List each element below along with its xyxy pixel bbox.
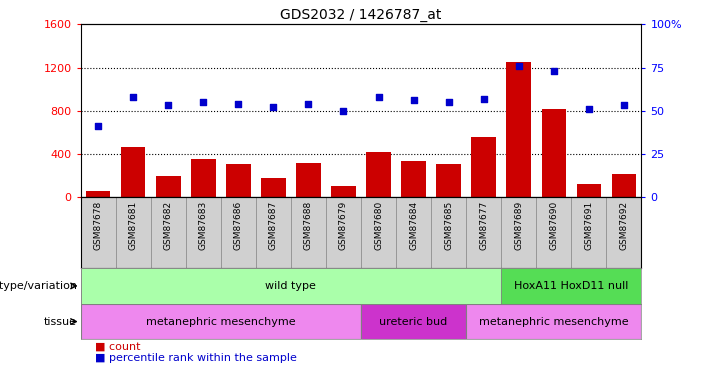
Text: GSM87682: GSM87682 — [164, 200, 172, 250]
Bar — [156, 176, 181, 197]
Point — [268, 104, 279, 110]
Bar — [612, 174, 637, 197]
Bar — [436, 164, 461, 197]
Text: HoxA11 HoxD11 null: HoxA11 HoxD11 null — [514, 281, 629, 291]
Bar — [226, 164, 251, 197]
Point — [233, 101, 244, 107]
Bar — [332, 186, 356, 197]
Bar — [361, 304, 466, 339]
Text: GSM87680: GSM87680 — [374, 200, 383, 250]
Text: GSM87692: GSM87692 — [620, 200, 628, 250]
Bar — [81, 268, 501, 304]
Bar — [261, 178, 286, 197]
Text: GSM87679: GSM87679 — [339, 200, 348, 250]
Point — [513, 63, 524, 69]
Text: genotype/variation: genotype/variation — [0, 281, 77, 291]
Bar — [501, 268, 641, 304]
Point — [338, 108, 349, 114]
Bar — [466, 304, 641, 339]
Title: GDS2032 / 1426787_at: GDS2032 / 1426787_at — [280, 8, 442, 22]
Point — [443, 99, 454, 105]
Text: wild type: wild type — [266, 281, 316, 291]
Bar — [191, 159, 216, 197]
Text: metanephric mesenchyme: metanephric mesenchyme — [479, 316, 629, 327]
Text: GSM87688: GSM87688 — [304, 200, 313, 250]
Text: GSM87684: GSM87684 — [409, 200, 418, 250]
Text: GSM87691: GSM87691 — [585, 200, 593, 250]
Bar — [402, 161, 426, 197]
Text: GSM87678: GSM87678 — [94, 200, 102, 250]
Bar — [86, 191, 111, 197]
Text: GSM87683: GSM87683 — [199, 200, 207, 250]
Text: tissue: tissue — [44, 316, 77, 327]
Text: GSM87677: GSM87677 — [479, 200, 488, 250]
Text: metanephric mesenchyme: metanephric mesenchyme — [146, 316, 296, 327]
Bar — [81, 304, 361, 339]
Bar — [121, 147, 146, 197]
Bar — [577, 184, 601, 197]
Bar — [507, 62, 531, 197]
Text: GSM87685: GSM87685 — [444, 200, 453, 250]
Point — [618, 102, 629, 108]
Point — [548, 68, 559, 74]
Text: GSM87689: GSM87689 — [515, 200, 523, 250]
Point — [128, 94, 139, 100]
Point — [478, 96, 489, 102]
Point — [303, 101, 314, 107]
Text: GSM87687: GSM87687 — [269, 200, 278, 250]
Point — [198, 99, 209, 105]
Point — [163, 102, 174, 108]
Bar — [367, 152, 391, 197]
Point — [373, 94, 384, 100]
Text: ureteric bud: ureteric bud — [379, 316, 448, 327]
Point — [93, 123, 104, 129]
Bar — [472, 137, 496, 197]
Text: ■ percentile rank within the sample: ■ percentile rank within the sample — [95, 353, 297, 363]
Bar — [542, 109, 566, 197]
Text: GSM87681: GSM87681 — [129, 200, 137, 250]
Text: GSM87686: GSM87686 — [234, 200, 243, 250]
Point — [408, 97, 419, 103]
Text: GSM87690: GSM87690 — [550, 200, 558, 250]
Bar — [297, 163, 321, 197]
Text: ■ count: ■ count — [95, 341, 140, 351]
Point — [583, 106, 594, 112]
